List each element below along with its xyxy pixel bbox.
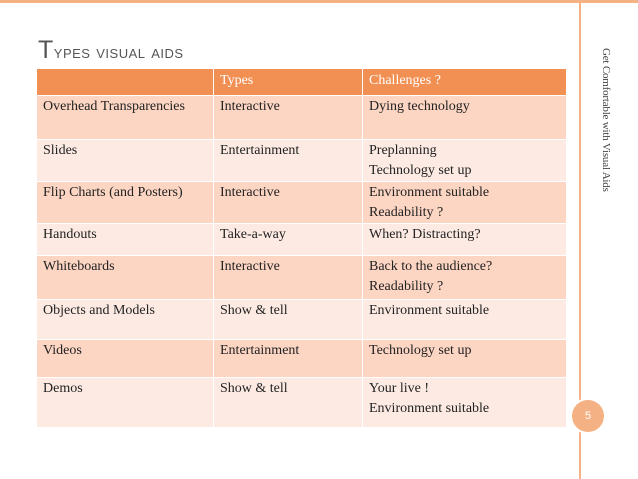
cell-visual-aid: Videos (36, 339, 214, 378)
cell-visual-aid: Overhead Transparencies (36, 95, 214, 140)
visual-aids-table: Types Challenges ? Overhead Transparenci… (36, 68, 567, 428)
cell-type: Interactive (213, 181, 363, 224)
slide-title: Types visual aids (38, 36, 184, 65)
table-row: Slides Entertainment Preplanning Technology… (36, 139, 567, 182)
cell-challenges: Technology set up (362, 339, 567, 378)
challenge-line: Dying technology (369, 99, 470, 114)
challenge-line: Your live ! (369, 381, 430, 396)
side-accent-line (579, 0, 581, 479)
cell-type: Take-a-way (213, 223, 363, 256)
table-header-row: Types Challenges ? (36, 68, 567, 96)
cell-challenges: Dying technology (362, 95, 567, 140)
header-cell-empty (36, 68, 214, 96)
table-row: Demos Show & tell Your live ! Environment s… (36, 377, 567, 428)
cell-challenges: Your live ! Environment suitable (362, 377, 567, 428)
cell-type: Entertainment (213, 139, 363, 182)
cell-visual-aid: Handouts (36, 223, 214, 256)
header-cell-challenges: Challenges ? (362, 68, 567, 96)
cell-challenges: When? Distracting? (362, 223, 567, 256)
title-rest: ypes visual aids (53, 42, 184, 63)
table-row: Objects and Models Show & tell Environment… (36, 299, 567, 340)
challenge-line: Technology set up (369, 343, 472, 358)
cell-type: Interactive (213, 255, 363, 300)
cell-visual-aid: Slides (36, 139, 214, 182)
cell-visual-aid: Demos (36, 377, 214, 428)
cell-visual-aid: Flip Charts (and Posters) (36, 181, 214, 224)
top-accent-line (0, 0, 638, 3)
challenge-line: Readability ? (369, 279, 444, 294)
table-row: Whiteboards Interactive Back to the audien… (36, 255, 567, 300)
challenge-line: Technology set up (369, 163, 472, 178)
title-first-letter: T (38, 36, 54, 64)
challenge-line: Environment suitable (369, 303, 490, 318)
challenge-line: Readability ? (369, 205, 444, 220)
cell-type: Show & tell (213, 377, 363, 428)
cell-challenges: Environment suitable (362, 299, 567, 340)
cell-visual-aid: Whiteboards (36, 255, 214, 300)
cell-type: Show & tell (213, 299, 363, 340)
cell-visual-aid: Objects and Models (36, 299, 214, 340)
challenge-line: Back to the audience? (369, 259, 493, 274)
table-body: Overhead Transparencies Interactive Dying … (36, 95, 567, 428)
table-row: Overhead Transparencies Interactive Dying … (36, 95, 567, 140)
table-row: Handouts Take-a-way When? Distracting? (36, 223, 567, 256)
cell-challenges: Environment suitable Readability ? (362, 181, 567, 224)
header-cell-types: Types (213, 68, 363, 96)
table-row: Flip Charts (and Posters) Interactive Envi… (36, 181, 567, 224)
cell-type: Interactive (213, 95, 363, 140)
cell-type: Entertainment (213, 339, 363, 378)
challenge-line: When? Distracting? (369, 227, 481, 242)
challenge-line: Preplanning (369, 143, 437, 158)
cell-challenges: Back to the audience? Readability ? (362, 255, 567, 300)
challenge-line: Environment suitable (369, 401, 490, 416)
table-row: Videos Entertainment Technology set up (36, 339, 567, 378)
side-caption: Get Comfortable with Visual Aids (600, 48, 612, 192)
page-number-badge: 5 (572, 400, 604, 432)
cell-challenges: Preplanning Technology set up (362, 139, 567, 182)
challenge-line: Environment suitable (369, 185, 490, 200)
